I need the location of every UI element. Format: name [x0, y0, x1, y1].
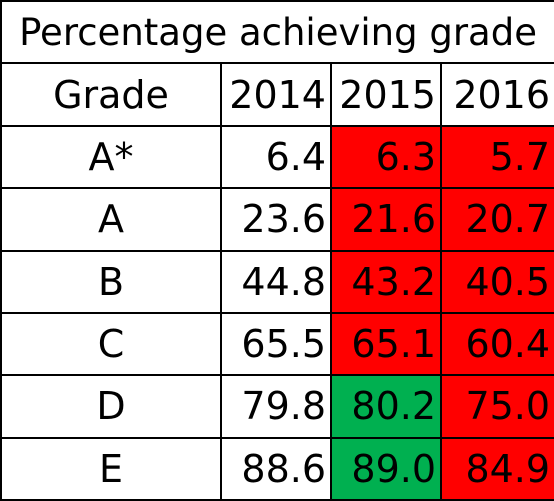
grade-cell: A*: [0, 124, 222, 190]
value-2016-cell: 5.7: [439, 124, 554, 190]
title-row: Percentage achieving grade: [0, 0, 554, 65]
value-2015-cell: 89.0: [330, 436, 442, 501]
value-2014-cell: 88.6: [220, 436, 332, 501]
value-2016-cell: 60.4: [439, 311, 554, 377]
grade-cell: A: [0, 187, 222, 252]
table-row: D 79.8 80.2 75.0: [0, 374, 554, 439]
value-2015-cell: 21.6: [330, 187, 442, 252]
table-row: E 88.6 89.0 84.9: [0, 436, 554, 501]
value-2014-cell: 44.8: [220, 249, 332, 314]
value-2014-cell: 79.8: [220, 374, 332, 439]
table-row: B 44.8 43.2 40.5: [0, 249, 554, 314]
value-2015-cell: 6.3: [330, 124, 442, 190]
grade-cell: D: [0, 374, 222, 439]
table-row: A* 6.4 6.3 5.7: [0, 124, 554, 190]
table-row: A 23.6 21.6 20.7: [0, 187, 554, 252]
header-grade: Grade: [0, 62, 222, 127]
table-row: C 65.5 65.1 60.4: [0, 311, 554, 377]
header-row: Grade 2014 2015 2016: [0, 62, 554, 127]
header-2016: 2016: [439, 62, 554, 127]
value-2016-cell: 40.5: [439, 249, 554, 314]
header-2014: 2014: [220, 62, 332, 127]
grade-cell: B: [0, 249, 222, 314]
value-2015-cell: 80.2: [330, 374, 442, 439]
value-2016-cell: 84.9: [439, 436, 554, 501]
value-2016-cell: 20.7: [439, 187, 554, 252]
table-title: Percentage achieving grade: [0, 0, 554, 65]
grade-cell: C: [0, 311, 222, 377]
value-2015-cell: 43.2: [330, 249, 442, 314]
value-2014-cell: 6.4: [220, 124, 332, 190]
grade-cell: E: [0, 436, 222, 501]
value-2016-cell: 75.0: [439, 374, 554, 439]
value-2014-cell: 65.5: [220, 311, 332, 377]
header-2015: 2015: [330, 62, 442, 127]
value-2014-cell: 23.6: [220, 187, 332, 252]
value-2015-cell: 65.1: [330, 311, 442, 377]
